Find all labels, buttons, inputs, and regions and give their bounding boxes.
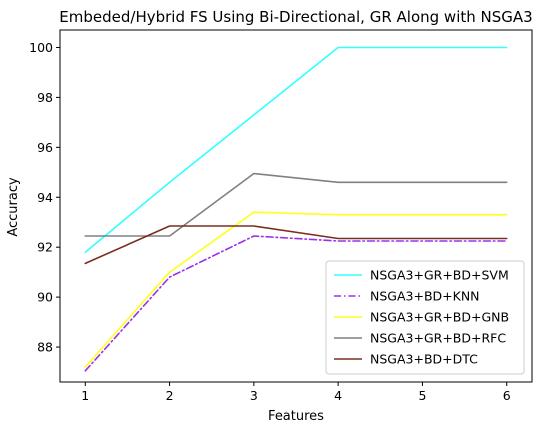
y-tick-label: 100	[29, 40, 53, 55]
y-axis-label: Accuracy	[6, 177, 21, 237]
x-tick-label: 2	[166, 388, 174, 403]
x-tick-label: 4	[334, 388, 342, 403]
x-axis: 1 2 3 4 5 6	[81, 382, 511, 403]
x-axis-label: Features	[268, 409, 324, 424]
x-tick-label: 5	[418, 388, 426, 403]
x-tick-label: 1	[81, 388, 89, 403]
series-line-2	[84, 211, 508, 368]
legend: NSGA3+GR+BD+SVM NSGA3+BD+KNN NSGA3+GR+BD+G…	[325, 260, 525, 375]
legend-label-4: NSGA3+BD+DTC	[370, 352, 478, 367]
y-tick-label: 96	[37, 140, 53, 155]
y-axis: 88 90 92 94 96 98 100	[29, 40, 60, 355]
series-line-4	[84, 225, 508, 265]
x-tick-label: 3	[250, 388, 258, 403]
plot-area	[59, 29, 533, 383]
plot-frame	[59, 29, 533, 383]
y-tick-label: 98	[37, 90, 53, 105]
series-line-3	[84, 172, 508, 237]
series-line-1	[84, 235, 508, 372]
legend-label-1: NSGA3+BD+KNN	[370, 289, 480, 304]
y-tick-label: 90	[37, 290, 53, 305]
chart-title: Embeded/Hybrid FS Using Bi-Directional, …	[59, 8, 532, 26]
y-tick-label: 88	[37, 340, 53, 355]
legend-label-2: NSGA3+GR+BD+GNB	[370, 310, 509, 325]
series-line-0	[84, 46, 508, 253]
legend-box	[325, 260, 525, 375]
x-tick-label: 6	[503, 388, 511, 403]
legend-label-3: NSGA3+GR+BD+RFC	[370, 331, 506, 346]
legend-label-0: NSGA3+GR+BD+SVM	[370, 268, 509, 283]
y-tick-label: 94	[37, 190, 53, 205]
y-tick-label: 92	[37, 240, 53, 255]
